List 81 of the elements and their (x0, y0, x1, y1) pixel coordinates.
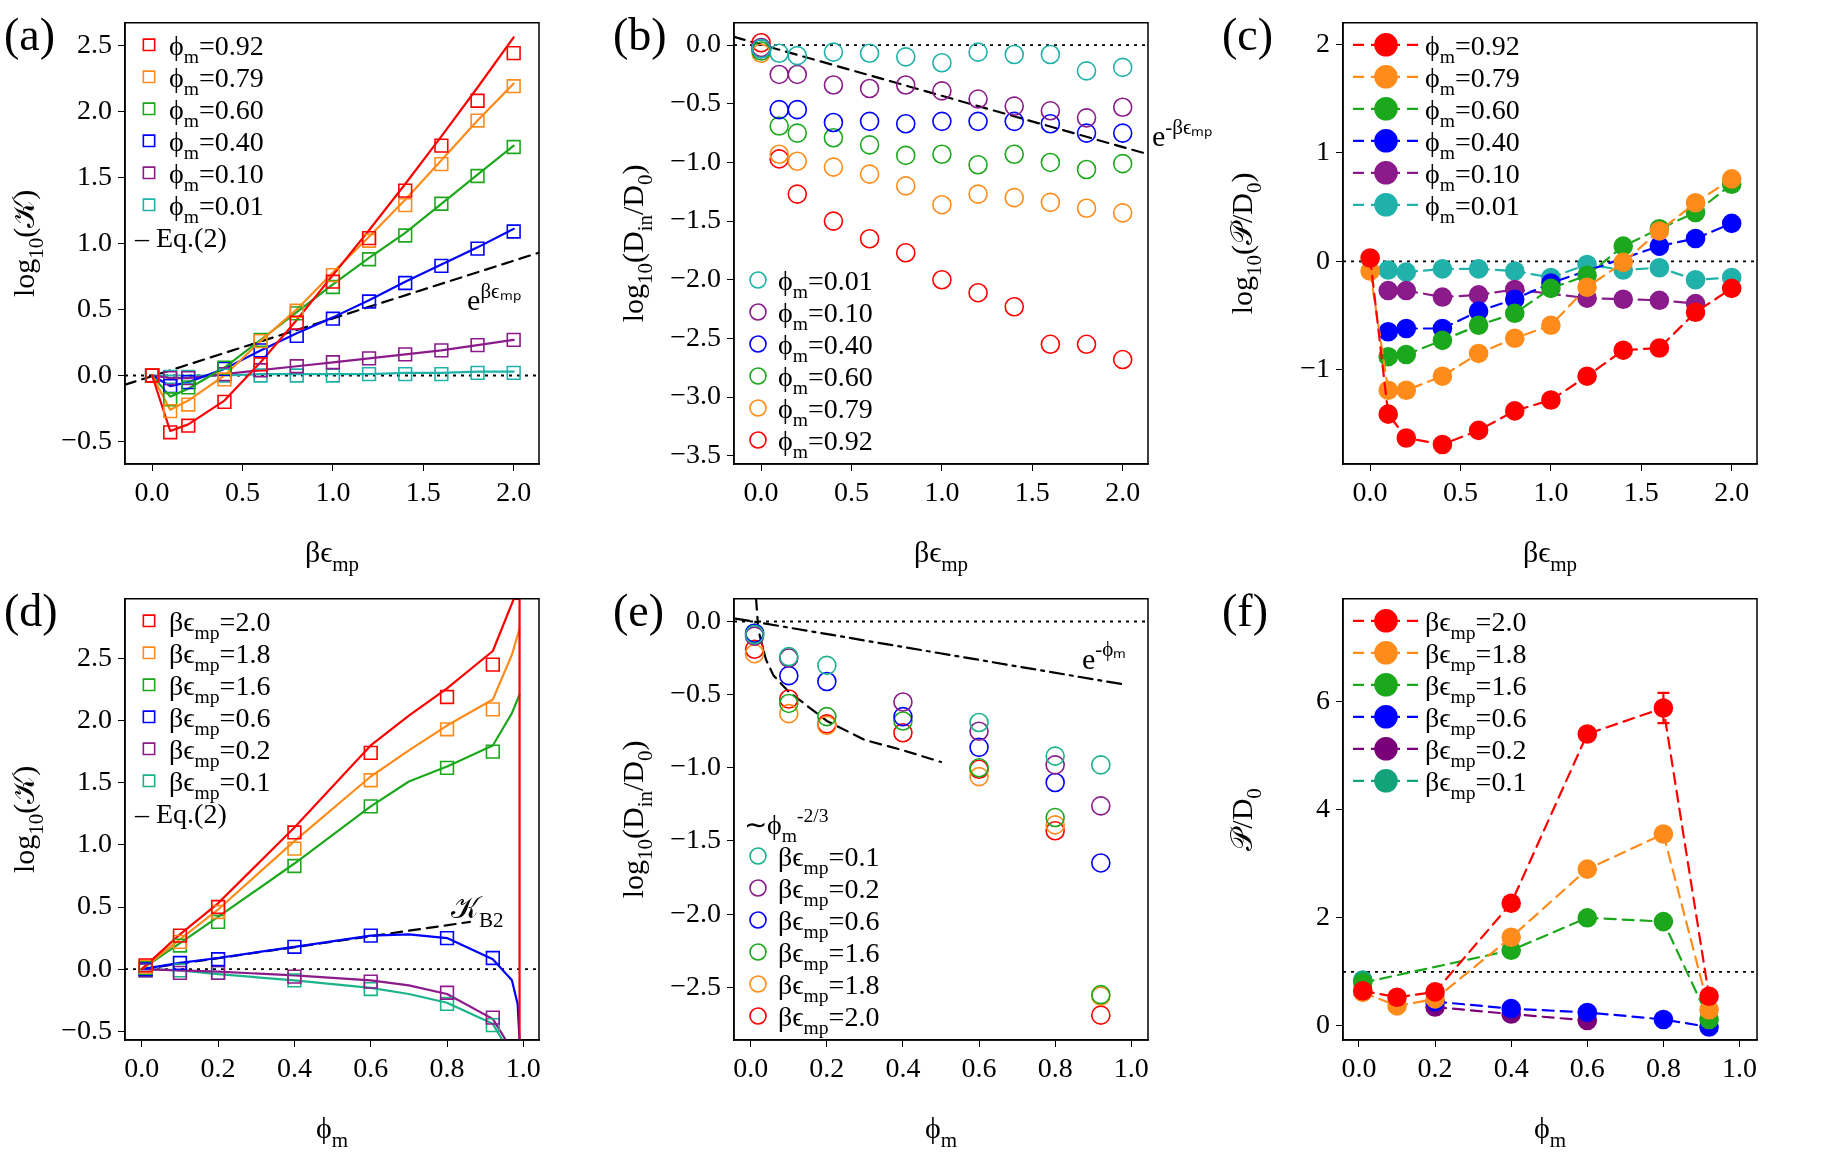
x-tick-label: 2.0 (496, 476, 532, 508)
chart-title: (d) (4, 585, 58, 636)
y-tick-label: 0.0 (686, 27, 721, 59)
x-tick-label: 0.4 (276, 1052, 312, 1084)
y-tick-label: −1.5 (670, 203, 721, 235)
y-axis-title: log10(𝒦) (7, 765, 48, 874)
y-tick-label: 1.0 (77, 225, 112, 257)
y-tick-label: −3.5 (670, 438, 721, 470)
chart-title: (f) (1222, 585, 1268, 636)
x-tick-label: 0.8 (1645, 1052, 1681, 1084)
y-tick-label: −0.5 (670, 86, 721, 118)
y-tick-label: −2.5 (670, 320, 721, 352)
x-tick-label: 2.0 (1714, 476, 1750, 508)
chart-title: (e) (613, 585, 665, 636)
x-tick-label: 0.8 (429, 1052, 465, 1084)
x-tick-label: 0.2 (1417, 1052, 1453, 1084)
x-tick-label: 1.0 (1722, 1052, 1757, 1084)
x-tick-label: 0.6 (353, 1052, 389, 1084)
y-tick-label: −0.5 (61, 423, 112, 455)
x-tick-label: 0.0 (134, 476, 170, 508)
y-axis-title: log10(Din/D0) (616, 164, 657, 323)
x-tick-label: 0.5 (225, 476, 261, 508)
y-tick-label: 0.5 (77, 889, 112, 921)
y-axis-title: log10(Din/D0) (616, 740, 657, 899)
chart-title: (c) (1222, 9, 1274, 60)
x-tick-label: 0.2 (200, 1052, 236, 1084)
y-axis-title: log10(𝒦) (7, 189, 48, 298)
x-tick-label: 0.5 (834, 476, 870, 508)
x-tick-label: 1.0 (924, 476, 960, 508)
x-tick-label: 2.0 (1105, 476, 1141, 508)
y-axis-title: 𝒫/D0 (1225, 788, 1266, 851)
x-tick-label: 1.0 (1533, 476, 1569, 508)
x-tick-label: 1.0 (1113, 1052, 1149, 1084)
y-tick-label: −0.5 (61, 1013, 112, 1045)
x-tick-label: 0.4 (885, 1052, 921, 1084)
y-tick-label: 1.0 (77, 827, 112, 859)
x-tick-label: 0.6 (961, 1052, 997, 1084)
y-tick-label: 0.0 (686, 603, 721, 635)
y-tick-label: −1.0 (670, 144, 721, 176)
x-tick-label: 1.5 (405, 476, 441, 508)
x-tick-label: 0.2 (809, 1052, 845, 1084)
x-tick-label: 0.0 (733, 1052, 769, 1084)
x-tick-label: 0.4 (1493, 1052, 1529, 1084)
x-tick-label: 0.0 (124, 1052, 160, 1084)
y-tick-label: −2.5 (670, 969, 721, 1001)
y-tick-label: 2.5 (77, 27, 112, 59)
y-tick-label: −1 (1300, 352, 1330, 384)
y-tick-label: 1 (1316, 135, 1330, 167)
y-tick-label: 2 (1316, 26, 1330, 58)
y-tick-label: 2.0 (77, 93, 112, 125)
x-tick-label: 0.0 (743, 476, 779, 508)
x-tick-label: 0.0 (1352, 476, 1388, 508)
chart-title: (a) (4, 9, 56, 60)
y-tick-label: 2.0 (77, 702, 112, 734)
y-axis-title: log10(𝒫/D0) (1225, 172, 1266, 315)
y-tick-label: 2.5 (77, 640, 112, 672)
chart-title: (b) (613, 9, 667, 60)
y-tick-label: −2.0 (670, 262, 721, 294)
y-tick-label: −0.5 (670, 677, 721, 709)
y-tick-label: −3.0 (670, 379, 721, 411)
y-tick-label: 2 (1316, 900, 1330, 932)
y-tick-label: 0.5 (77, 291, 112, 323)
y-tick-label: 0.0 (77, 951, 112, 983)
y-tick-label: −1.5 (670, 823, 721, 855)
y-tick-label: 4 (1316, 792, 1330, 824)
x-tick-label: 0.5 (1443, 476, 1479, 508)
y-tick-label: 1.5 (77, 765, 112, 797)
y-tick-label: 1.5 (77, 159, 112, 191)
x-tick-label: 0.8 (1037, 1052, 1073, 1084)
y-tick-label: 6 (1316, 683, 1330, 715)
x-tick-label: 1.5 (1623, 476, 1659, 508)
y-tick-label: 0 (1316, 1008, 1330, 1040)
y-tick-label: 0 (1316, 243, 1330, 275)
y-tick-label: 0.0 (77, 357, 112, 389)
y-tick-label: −1.0 (670, 750, 721, 782)
x-tick-label: 1.5 (1014, 476, 1050, 508)
x-tick-label: 1.0 (315, 476, 351, 508)
y-tick-label: −2.0 (670, 896, 721, 928)
x-tick-label: 1.0 (505, 1052, 541, 1084)
x-tick-label: 0.6 (1569, 1052, 1605, 1084)
x-tick-label: 0.0 (1341, 1052, 1377, 1084)
